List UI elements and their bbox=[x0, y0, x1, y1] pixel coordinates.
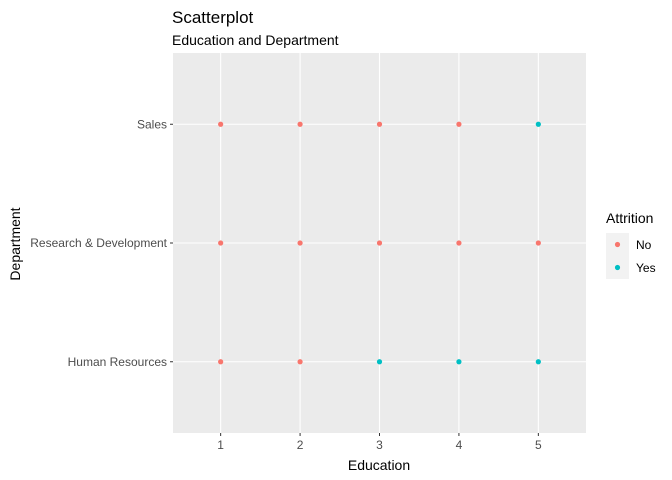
x-tick-label: 2 bbox=[297, 438, 304, 452]
y-axis-ticks: Human Resources Research & Development Sal… bbox=[30, 117, 173, 369]
y-tick-label: Sales bbox=[137, 117, 167, 131]
data-point-no bbox=[376, 121, 383, 127]
legend-label-no: No bbox=[636, 238, 652, 252]
data-point-yes bbox=[535, 121, 541, 127]
data-point-yes bbox=[456, 359, 462, 365]
legend-title: Attrition bbox=[606, 210, 653, 226]
data-point-no bbox=[535, 240, 541, 246]
y-tick-label: Research & Development bbox=[30, 236, 167, 250]
data-point-no bbox=[297, 121, 303, 127]
data-point-no bbox=[456, 240, 462, 246]
data-point-yes bbox=[376, 359, 383, 365]
legend-key-yes bbox=[614, 264, 621, 271]
x-axis-title: Education bbox=[348, 457, 410, 473]
data-point-no bbox=[376, 240, 383, 246]
chart-title: Scatterplot bbox=[172, 8, 254, 27]
data-point-no bbox=[218, 121, 224, 127]
data-point-no bbox=[297, 240, 303, 246]
legend-label-yes: Yes bbox=[636, 261, 656, 275]
x-tick-label: 4 bbox=[456, 438, 463, 452]
y-tick-label: Human Resources bbox=[68, 355, 167, 369]
legend-key-no bbox=[614, 241, 621, 248]
y-axis-title: Department bbox=[7, 207, 23, 280]
legend: Attrition No Yes bbox=[606, 210, 656, 279]
x-tick-label: 1 bbox=[217, 438, 224, 452]
data-points bbox=[218, 121, 541, 365]
x-tick-label: 3 bbox=[376, 438, 383, 452]
data-point-no bbox=[297, 359, 303, 365]
data-point-no bbox=[218, 240, 224, 246]
data-point-yes bbox=[535, 359, 541, 365]
x-tick-label: 5 bbox=[535, 438, 542, 452]
x-axis-ticks: 1 2 3 4 5 bbox=[217, 433, 542, 452]
data-point-no bbox=[456, 121, 462, 127]
chart-subtitle: Education and Department bbox=[172, 32, 339, 48]
data-point-no bbox=[218, 359, 224, 365]
